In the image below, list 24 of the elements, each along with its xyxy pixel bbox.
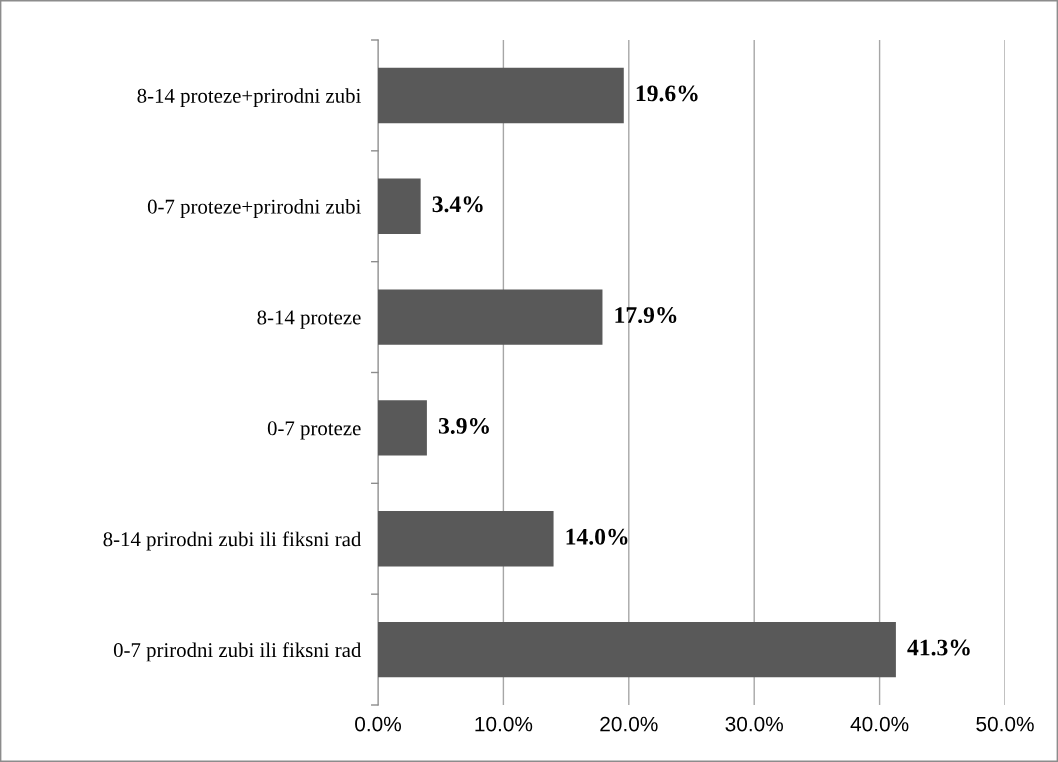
y-tick-label: 0-7 prirodni zubi ili fiksni rad bbox=[113, 642, 362, 662]
data-label: 3.9% bbox=[438, 417, 489, 434]
x-tick-label: 50.0% bbox=[976, 716, 1034, 732]
data-label: 41.3% bbox=[907, 639, 970, 656]
data-label: 14.0% bbox=[566, 528, 628, 545]
bar bbox=[378, 289, 603, 345]
bar bbox=[378, 621, 896, 678]
x-tick-label: 10.0% bbox=[475, 716, 533, 732]
y-tick-label: 0-7 proteze bbox=[267, 421, 361, 440]
bar bbox=[378, 178, 421, 234]
x-tick-label: 0.0% bbox=[355, 716, 401, 732]
data-label: 19.6% bbox=[636, 85, 698, 102]
bar bbox=[378, 67, 624, 124]
x-tick-label: 30.0% bbox=[725, 716, 783, 732]
bar bbox=[378, 511, 554, 567]
y-tick-label: 8-14 prirodni zubi ili fiksni rad bbox=[103, 531, 362, 551]
y-tick-label: 8-14 proteze+prirodni zubi bbox=[137, 88, 361, 108]
x-tick-label: 20.0% bbox=[600, 716, 658, 732]
y-tick-label: 0-7 proteze+prirodni zubi bbox=[147, 199, 361, 218]
y-tick-label: 8-14 proteze bbox=[257, 310, 361, 329]
data-label: 17.9% bbox=[615, 307, 677, 324]
data-label: 3.4% bbox=[432, 196, 483, 213]
x-tick-label: 40.0% bbox=[850, 716, 909, 732]
bar bbox=[378, 400, 427, 456]
